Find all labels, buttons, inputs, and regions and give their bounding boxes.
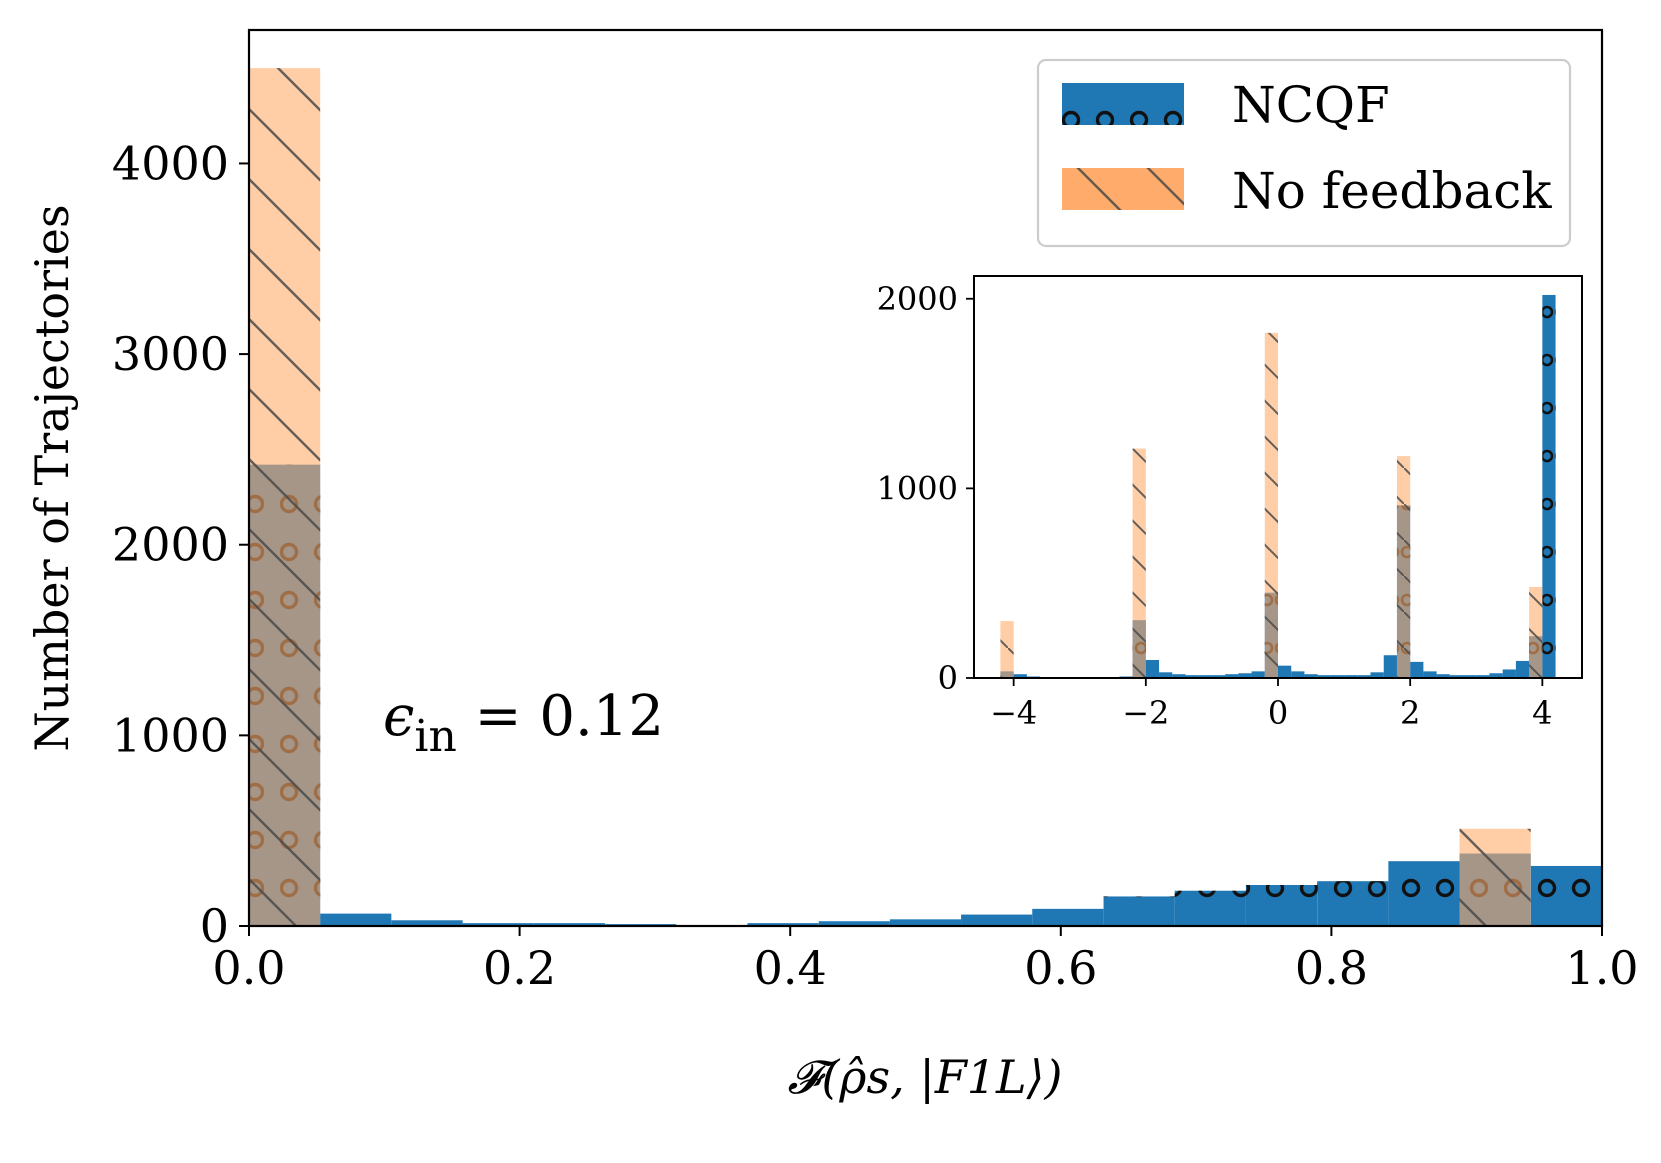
legend: NCQF No feedback bbox=[1036, 58, 1572, 248]
bar-hatch-ncqf-16 bbox=[1388, 861, 1460, 926]
legend-entry-ncqf: NCQF bbox=[1062, 76, 1390, 134]
x-tick-label: 0.6 bbox=[1024, 941, 1097, 995]
epsilon-symbol: ϵ bbox=[383, 684, 414, 749]
bar-hatch-ncqf-13 bbox=[1174, 890, 1246, 926]
x-tick-label: 0.0 bbox=[212, 941, 285, 995]
inset-bar-ncqf-19 bbox=[1330, 675, 1345, 678]
y-tick-label: 2000 bbox=[112, 518, 229, 572]
legend-swatch-ncqf-hatch bbox=[1062, 83, 1184, 125]
legend-label-ncqf: NCQF bbox=[1232, 76, 1390, 134]
y-tick-label: 0 bbox=[200, 899, 229, 953]
inset-y-tick-label: 2000 bbox=[877, 280, 958, 318]
inset-bar-ncqf-12 bbox=[1238, 673, 1252, 678]
inset-bar-ncqf-16 bbox=[1291, 671, 1305, 678]
inset-bar-ncqf-28 bbox=[1449, 675, 1464, 678]
inset-bar-ncqf-23 bbox=[1383, 655, 1397, 678]
inset-bar-ncqf-20 bbox=[1344, 675, 1358, 678]
x-tick-label: 0.4 bbox=[754, 941, 827, 995]
epsilon-annotation: ϵin = 0.12 bbox=[383, 684, 664, 762]
inset-bar-ncqf-10 bbox=[1211, 675, 1226, 678]
inset-y-tick-label: 0 bbox=[938, 659, 958, 697]
inset-bar-ncqf-33 bbox=[1515, 660, 1530, 678]
x-axis-label: 𝓕(ρ̂s, |F1L⟩) bbox=[788, 1050, 1063, 1104]
bar-hatch-ncqf-9 bbox=[889, 919, 962, 926]
bar-hatch-ncqf-7 bbox=[747, 923, 819, 926]
inset-bar-hatch-no-feedback-2 bbox=[1264, 332, 1278, 678]
inset-bar-ncqf-27 bbox=[1436, 674, 1450, 678]
inset-bar-ncqf-15 bbox=[1278, 665, 1292, 678]
bar-hatch-ncqf-18 bbox=[1530, 865, 1602, 926]
x-tick-label: 1.0 bbox=[1565, 941, 1638, 995]
inset-y-tick-label: 1000 bbox=[877, 469, 958, 507]
epsilon-subscript: in bbox=[414, 711, 456, 762]
inset-bar-ncqf-17 bbox=[1304, 674, 1318, 678]
bar-hatch-ncqf-8 bbox=[818, 921, 890, 926]
legend-label-no-feedback: No feedback bbox=[1232, 162, 1552, 220]
inset-bar-hatch-no-feedback-1 bbox=[1132, 448, 1146, 678]
inset-bar-ncqf-5 bbox=[1145, 659, 1160, 678]
inset-bar-ncqf-11 bbox=[1225, 674, 1239, 678]
inset-histogram: −4 −2 0 2 4 0 1000 2000 bbox=[877, 275, 1583, 732]
x-tick-label: 0.2 bbox=[483, 941, 556, 995]
bar-hatch-ncqf-12 bbox=[1103, 896, 1175, 926]
inset-bar-ncqf-32 bbox=[1502, 669, 1516, 678]
epsilon-value: = 0.12 bbox=[457, 684, 664, 749]
inset-x-tick-label: 0 bbox=[1268, 694, 1288, 732]
inset-bar-ncqf-25 bbox=[1410, 661, 1424, 678]
inset-bar-ncqf-7 bbox=[1172, 674, 1186, 678]
y-tick-label: 1000 bbox=[112, 708, 229, 762]
bar-hatch-ncqf-14 bbox=[1245, 885, 1318, 926]
inset-bar-ncqf-6 bbox=[1159, 672, 1173, 678]
series-no-feedback bbox=[249, 68, 1531, 926]
bar-hatch-ncqf-11 bbox=[1032, 908, 1104, 926]
inset-bar-ncqf-21 bbox=[1357, 675, 1371, 678]
inset-bar-ncqf-18 bbox=[1317, 675, 1331, 678]
inset-frame bbox=[973, 275, 1583, 679]
legend-entry-no-feedback: No feedback bbox=[1062, 162, 1552, 220]
bar-hatch-no-feedback-0 bbox=[249, 68, 321, 926]
inset-bar-ncqf-29 bbox=[1463, 675, 1477, 678]
bar-hatch-ncqf-15 bbox=[1317, 881, 1389, 926]
inset-bar-hatch-no-feedback-3 bbox=[1396, 456, 1411, 678]
inset-x-tick-label: 2 bbox=[1400, 694, 1420, 732]
inset-bar-ncqf-30 bbox=[1476, 675, 1490, 678]
inset-bar-ncqf-22 bbox=[1370, 672, 1384, 678]
inset-x-tick-label: −4 bbox=[990, 694, 1037, 732]
bar-hatch-ncqf-4 bbox=[533, 923, 605, 926]
inset-bar-hatch-no-feedback-4 bbox=[1529, 586, 1543, 678]
inset-bar-hatch-ncqf-35 bbox=[1542, 294, 1556, 678]
bar-hatch-ncqf-10 bbox=[961, 914, 1033, 926]
inset-series-no-feedback bbox=[1000, 332, 1543, 678]
inset-bar-hatch-no-feedback-0 bbox=[1000, 621, 1014, 678]
y-axis-label: Number of Trajectories bbox=[25, 204, 79, 751]
bar-hatch-ncqf-2 bbox=[391, 920, 463, 926]
inset-bar-ncqf-26 bbox=[1423, 671, 1437, 678]
inset-bar-ncqf-31 bbox=[1489, 673, 1503, 678]
main-plot-frame bbox=[247, 28, 1604, 928]
inset-bar-ncqf-8 bbox=[1185, 675, 1199, 678]
inset-x-tick-label: 4 bbox=[1532, 694, 1552, 732]
bar-hatch-ncqf-3 bbox=[462, 923, 534, 926]
legend-swatch-no-feedback-hatch bbox=[1062, 168, 1184, 210]
y-tick-label: 3000 bbox=[112, 327, 229, 381]
inset-bar-ncqf-9 bbox=[1198, 675, 1212, 678]
y-tick-label: 4000 bbox=[112, 136, 229, 190]
bar-hatch-no-feedback-17 bbox=[1459, 828, 1531, 926]
inset-x-tick-label: −2 bbox=[1122, 694, 1169, 732]
bar-hatch-ncqf-1 bbox=[320, 913, 392, 926]
inset-bar-ncqf-13 bbox=[1251, 671, 1265, 678]
x-tick-label: 0.8 bbox=[1295, 941, 1368, 995]
inset-bar-ncqf-1 bbox=[1013, 674, 1027, 678]
